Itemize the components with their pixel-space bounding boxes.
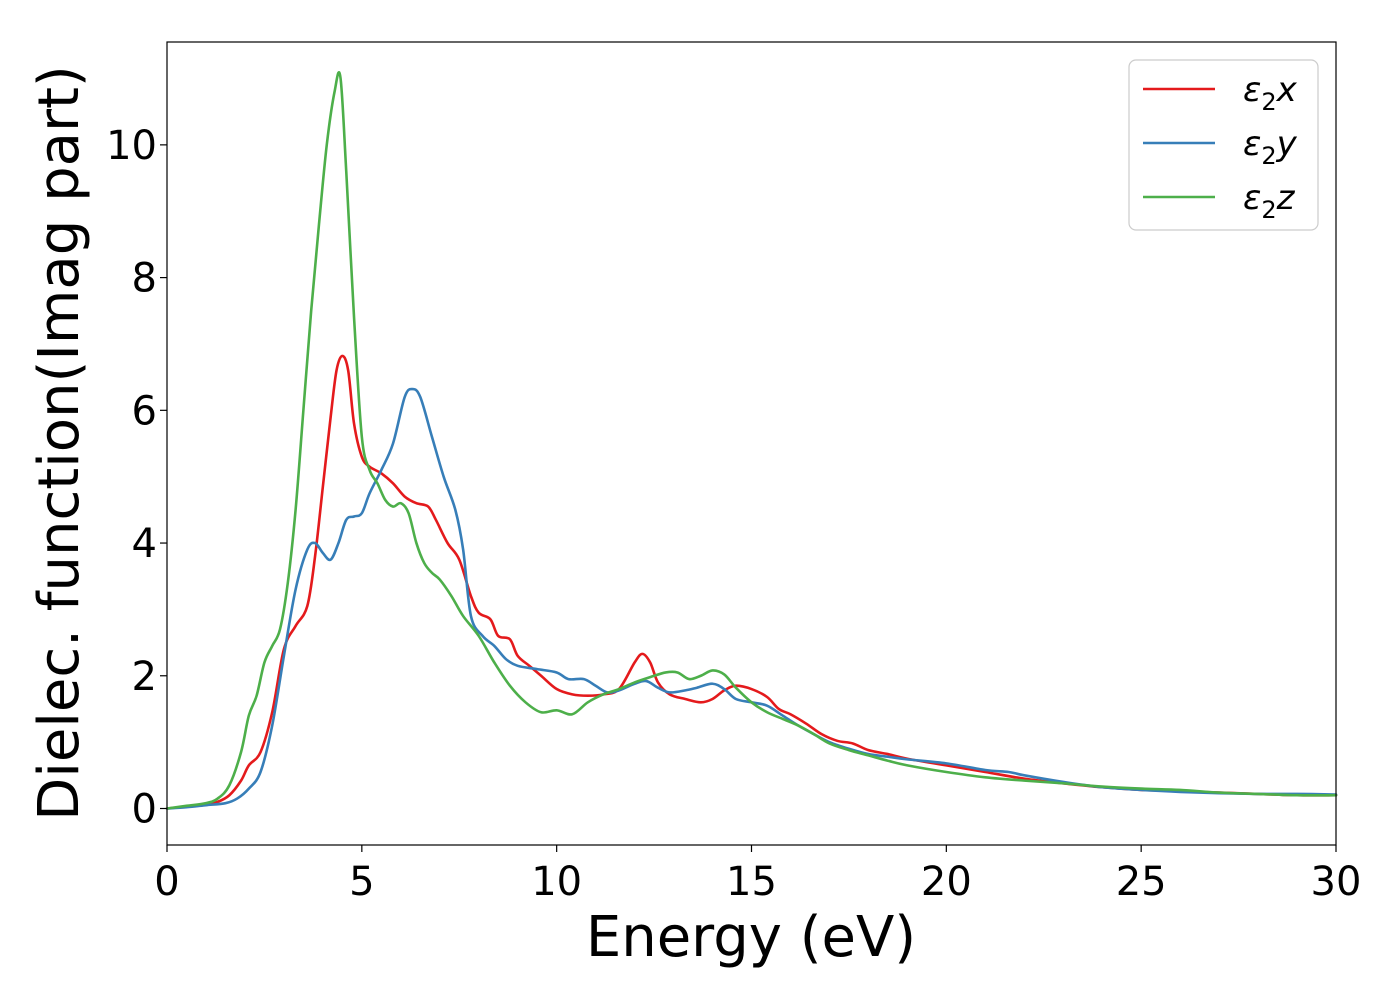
x-axis-label: Energy (eV) bbox=[586, 905, 916, 970]
series-line-z bbox=[165, 70, 1338, 810]
y-tick-label: 4 bbox=[132, 521, 157, 567]
legend-label-x: ε2x bbox=[1243, 70, 1298, 116]
x-tick-label: 30 bbox=[1311, 859, 1362, 905]
y-axis-ticks: 0 2 4 6 8 10 bbox=[106, 123, 167, 833]
x-tick-label: 15 bbox=[726, 859, 777, 905]
x-tick-label: 20 bbox=[921, 859, 972, 905]
x-tick-label: 25 bbox=[1116, 859, 1167, 905]
x-tick-label: 0 bbox=[154, 859, 179, 905]
legend-items: ε2x ε2y ε2z bbox=[1143, 70, 1298, 224]
x-tick-label: 10 bbox=[531, 859, 582, 905]
legend-label-y: ε2y bbox=[1243, 124, 1298, 170]
series-line-y bbox=[165, 387, 1338, 810]
y-tick-label: 10 bbox=[106, 123, 157, 169]
x-tick-label: 5 bbox=[349, 859, 374, 905]
legend-box bbox=[1128, 59, 1319, 231]
y-axis-label: Dielec. function(Imag part) bbox=[27, 65, 92, 821]
y-tick-label: 2 bbox=[132, 654, 157, 700]
y-tick-label: 6 bbox=[132, 388, 157, 434]
y-tick-label: 8 bbox=[132, 256, 157, 302]
legend: ε2x ε2y ε2z bbox=[1128, 59, 1319, 231]
series-layer bbox=[165, 70, 1338, 810]
series-line-x bbox=[165, 354, 1338, 810]
x-axis-ticks: 0 5 10 15 20 25 30 bbox=[154, 845, 1361, 905]
y-tick-label: 0 bbox=[132, 787, 157, 833]
legend-label-z: ε2z bbox=[1243, 178, 1296, 224]
